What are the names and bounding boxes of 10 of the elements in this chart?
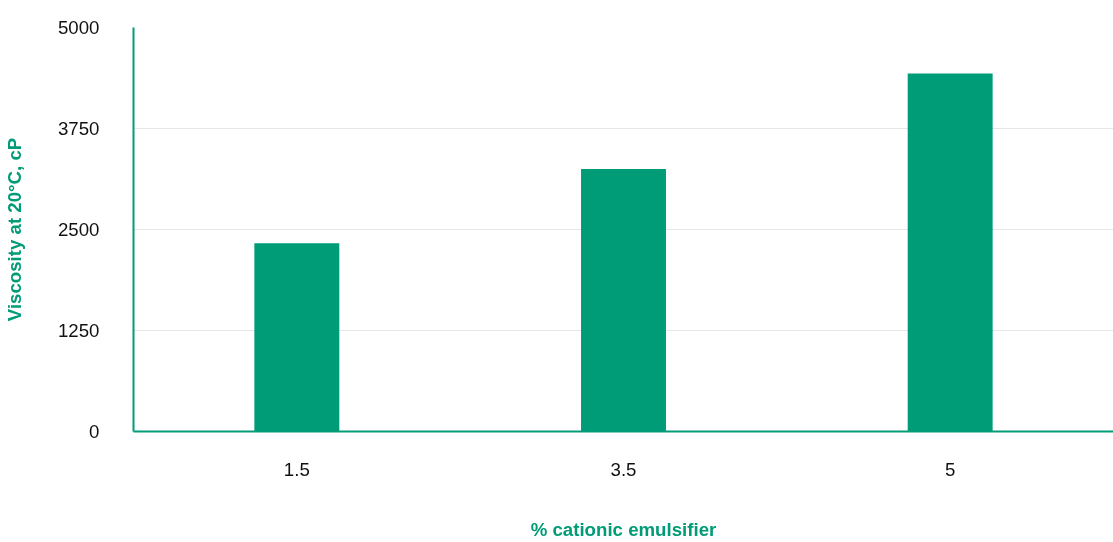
y-tick-label: 5000 [58, 17, 100, 38]
y-tick-label: 1250 [58, 320, 100, 341]
y-tick-label: 0 [89, 421, 100, 442]
y-tick-label: 2500 [58, 219, 100, 240]
x-tick-label: 3.5 [610, 458, 637, 480]
y-tick-label: 3750 [58, 118, 100, 139]
x-tick-label: 1.5 [283, 458, 310, 480]
x-axis-title: % cationic emulsifier [530, 518, 717, 540]
x-tick-label: 5 [944, 458, 956, 480]
y-axis-title: Viscosity at 20°C, cP [4, 137, 25, 322]
